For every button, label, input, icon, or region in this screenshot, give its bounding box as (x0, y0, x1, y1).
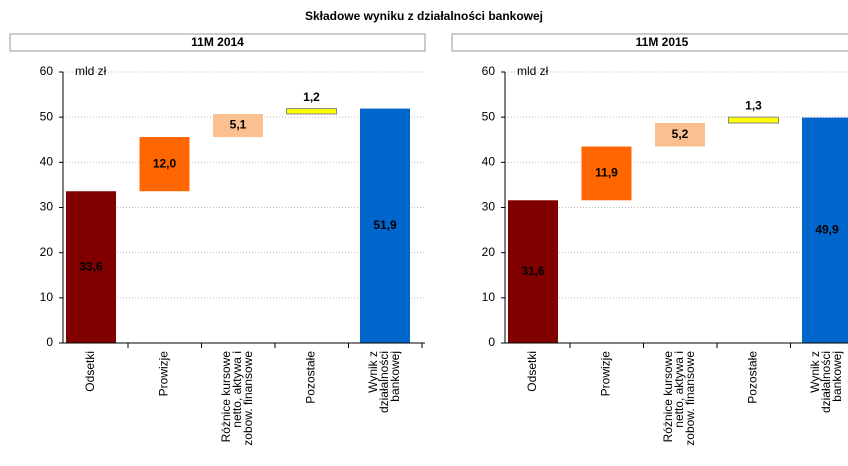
x-tick-label: Prowizje (157, 351, 171, 397)
value-label: 1,3 (745, 98, 762, 112)
y-tick-label: 30 (482, 200, 496, 214)
x-tick-label: Wynik zdziałalnościbankowej (808, 351, 844, 413)
y-tick-label: 20 (482, 245, 496, 259)
value-label: 5,2 (672, 127, 689, 141)
label-line: Odsetki (83, 351, 97, 392)
y-axis-label: mld zł (75, 64, 107, 78)
label-line: zobow. finansowe (241, 351, 255, 446)
label-line: działalności (377, 351, 391, 413)
label-line: Prowizje (599, 351, 613, 397)
label-line: bankowej (830, 351, 844, 402)
y-tick-label: 40 (40, 155, 54, 169)
y-tick-label: 40 (482, 155, 496, 169)
y-tick-label: 60 (482, 64, 496, 78)
x-tick-label: Odsetki (83, 351, 97, 392)
y-tick-label: 60 (40, 64, 54, 78)
label-line: Różnice kursowe (219, 351, 233, 443)
bar (286, 108, 337, 115)
chart-title: 11M 2014 (191, 35, 244, 49)
value-label: 51,9 (373, 218, 397, 232)
label-line: działalności (819, 351, 833, 413)
y-tick-label: 0 (488, 335, 495, 349)
value-label: 1,2 (303, 90, 320, 104)
label-line: Wynik z (808, 351, 822, 393)
value-label: 5,1 (230, 118, 247, 132)
x-tick-label: Wynik zdziałalnościbankowej (366, 351, 402, 413)
value-label: 11,9 (595, 166, 618, 180)
x-tick-label: Prowizje (599, 351, 613, 397)
label-line: Pozostałe (746, 351, 760, 404)
x-tick-label: Odsetki (525, 351, 539, 392)
bar (360, 108, 410, 344)
bar (508, 200, 558, 343)
page-title: Składowe wyniku z działalności bankowej (305, 9, 543, 23)
x-tick-label: Pozostałe (304, 351, 318, 404)
bar (139, 137, 190, 192)
label-line: Prowizje (157, 351, 171, 397)
value-label: 31,6 (521, 264, 545, 278)
x-tick-label: Pozostałe (746, 351, 760, 404)
y-tick-label: 20 (40, 245, 54, 259)
y-axis-label: mld zł (517, 64, 549, 78)
x-tick-label: Różnice kursowenetto, aktywa izobow. fin… (219, 351, 255, 446)
label-line: zobow. finansowe (683, 351, 697, 446)
label-line: Wynik z (366, 351, 380, 393)
bar (581, 146, 632, 201)
value-label: 49,9 (815, 222, 839, 236)
bar (213, 114, 263, 138)
y-tick-label: 50 (40, 109, 54, 123)
label-line: bankowej (388, 351, 402, 402)
y-tick-label: 10 (482, 290, 496, 304)
y-tick-label: 30 (40, 200, 54, 214)
chart-title: 11M 2015 (636, 35, 689, 49)
label-line: Odsetki (525, 351, 539, 392)
bar (802, 117, 848, 343)
value-label: 33,6 (79, 259, 103, 273)
x-tick-label: Różnice kursowenetto, aktywa izobow. fin… (661, 351, 697, 446)
value-label: 12,0 (153, 156, 177, 170)
label-line: netto, aktywa i (230, 351, 244, 428)
y-tick-label: 0 (46, 335, 53, 349)
bar (655, 123, 705, 147)
label-line: netto, aktywa i (672, 351, 686, 428)
panel-header (451, 33, 848, 52)
y-tick-label: 10 (40, 290, 54, 304)
bar (728, 116, 779, 124)
panel-header (9, 33, 426, 52)
y-tick-label: 50 (482, 109, 496, 123)
label-line: Różnice kursowe (661, 351, 675, 443)
label-line: Pozostałe (304, 351, 318, 404)
bar (66, 191, 116, 343)
